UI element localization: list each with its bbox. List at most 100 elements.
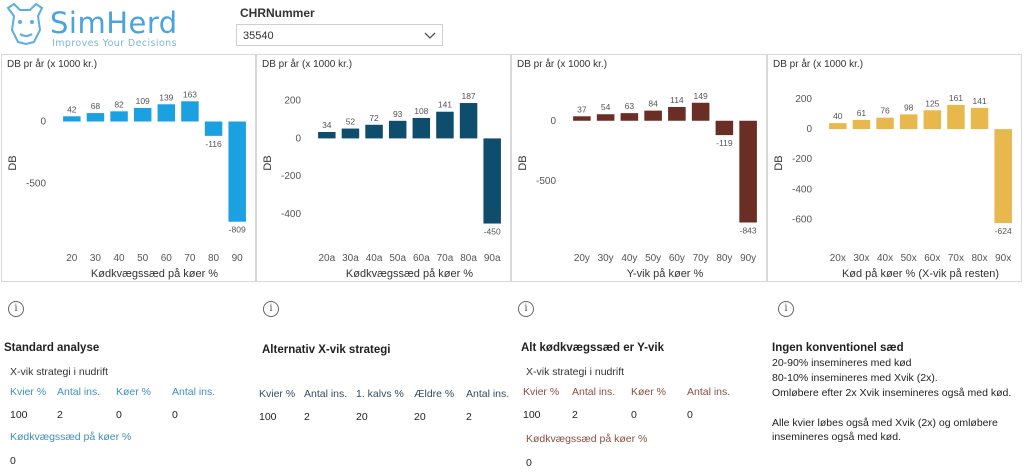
bar	[228, 121, 246, 222]
data-label: -624	[995, 226, 1012, 236]
data-label: 139	[159, 92, 173, 102]
x-axis-label: Kød på køer % (X-vik på resten)	[842, 268, 999, 280]
table-header: 1. kalvs %	[356, 388, 404, 400]
x-tick-label: 80y	[716, 253, 732, 264]
data-label: 93	[393, 109, 403, 119]
table-header: Antal ins.	[687, 386, 731, 398]
panel-sub-label: X-vik strategi i nudrift	[10, 366, 109, 378]
bar	[970, 107, 989, 130]
info-icon[interactable]: i	[263, 301, 279, 317]
x-tick-label: 60	[161, 253, 173, 264]
table-header: Antal ins.	[466, 388, 510, 400]
table-header: Antal ins.	[172, 386, 216, 398]
y-tick-label: -400	[281, 209, 301, 220]
table-header: Kødkvægssæd på køer %	[10, 431, 132, 443]
bar	[388, 120, 407, 139]
bar	[596, 114, 615, 121]
chart-title: DB pr år (x 1000 kr.)	[7, 59, 98, 70]
y-tick-label: 200	[795, 94, 812, 105]
x-tick-label: 50y	[645, 253, 661, 264]
table-header: Køer %	[631, 386, 667, 398]
data-label: 34	[322, 120, 332, 130]
y-tick-label: 0	[295, 133, 301, 144]
y-tick-label: 0	[806, 124, 812, 135]
description-line: Alle kvier løbes også med Xvik (2x) og o…	[772, 417, 998, 429]
x-tick-label: 90y	[740, 253, 756, 264]
data-label: 187	[461, 91, 475, 101]
bar	[947, 104, 965, 130]
bar	[412, 117, 431, 139]
x-tick-label: 40y	[621, 253, 637, 264]
data-label: 76	[880, 106, 890, 116]
data-label: 54	[601, 102, 611, 112]
table-header: Kvier %	[10, 386, 47, 398]
x-tick-label: 90x	[995, 253, 1011, 264]
x-tick-label: 60y	[669, 253, 685, 264]
panel-sub-label: X-vik strategi i nudrift	[526, 366, 625, 378]
table-value: 100	[10, 409, 28, 421]
x-tick-label: 50a	[389, 253, 406, 264]
info-icon[interactable]: i	[518, 301, 534, 317]
bar	[876, 117, 894, 130]
y-tick-label: -500	[536, 176, 556, 187]
bar	[573, 116, 591, 121]
chart-title: DB pr år (x 1000 kr.)	[773, 59, 864, 70]
logo-name: SimHerd	[50, 6, 178, 40]
y-tick-label: -600	[792, 214, 812, 225]
table-value: 0	[687, 409, 693, 421]
chart-title: DB pr år (x 1000 kr.)	[262, 59, 353, 70]
data-label: 42	[67, 104, 77, 114]
data-label: 82	[114, 99, 124, 109]
logo-tagline: Improves Your Decisions	[52, 38, 177, 49]
info-icon[interactable]: i	[8, 301, 24, 317]
x-tick-label: 20y	[574, 253, 590, 264]
x-tick-label: 90	[232, 253, 244, 264]
simherd-logo: SimHerd Improves Your Decisions	[0, 0, 190, 52]
data-label: 68	[91, 101, 101, 111]
x-tick-label: 60x	[924, 253, 940, 264]
chr-dropdown-value: 35540	[243, 30, 274, 42]
y-axis-label: DB	[262, 155, 274, 170]
table-header: Ældre %	[414, 388, 455, 400]
bar	[459, 103, 478, 139]
bar	[620, 113, 639, 121]
data-label: 114	[670, 95, 684, 105]
x-tick-label: 30	[90, 253, 102, 264]
bar	[86, 113, 105, 122]
data-label: 40	[833, 111, 843, 121]
x-axis-label: Kødkvægssæd på køer %	[91, 268, 218, 280]
table-value: 20	[356, 411, 368, 423]
table-value: 0	[526, 457, 532, 469]
info-icon[interactable]: i	[778, 301, 794, 317]
description-line: insemineres også med kød.	[772, 431, 901, 443]
bar	[318, 131, 336, 139]
data-label: 149	[694, 91, 708, 101]
table-value: 100	[523, 409, 541, 421]
chart-card-no-conventional: DB pr år (x 1000 kr.) 200 0 -200 -400 -600 DB…	[767, 54, 1022, 282]
description-line: 20-90% insemineres med kød	[772, 357, 912, 369]
x-tick-label: 70	[184, 253, 196, 264]
data-label: 125	[925, 98, 939, 108]
bar	[63, 116, 81, 122]
table-value: 0	[116, 409, 122, 421]
x-tick-label: 70a	[437, 253, 454, 264]
table-value: 0	[631, 409, 637, 421]
table-value: 0	[10, 455, 16, 467]
bar	[829, 123, 847, 130]
x-tick-label: 40a	[366, 253, 383, 264]
bar	[365, 124, 383, 139]
x-tick-label: 80a	[460, 253, 477, 264]
y-axis-label: DB	[7, 155, 19, 170]
y-tick-label: -500	[26, 178, 46, 189]
table-header: Køer %	[116, 386, 152, 398]
data-label: 37	[577, 104, 587, 114]
x-tick-label: 80x	[972, 253, 988, 264]
data-label: -843	[740, 226, 757, 236]
data-label: 61	[857, 108, 867, 118]
y-tick-label: -200	[281, 171, 301, 182]
x-tick-label: 30y	[598, 253, 614, 264]
description-line: Omløbere efter 2x Xvik insemineres også …	[772, 387, 1012, 399]
data-label: 161	[949, 93, 963, 103]
chr-dropdown[interactable]: 35540	[236, 24, 443, 46]
x-tick-label: 20a	[318, 253, 335, 264]
